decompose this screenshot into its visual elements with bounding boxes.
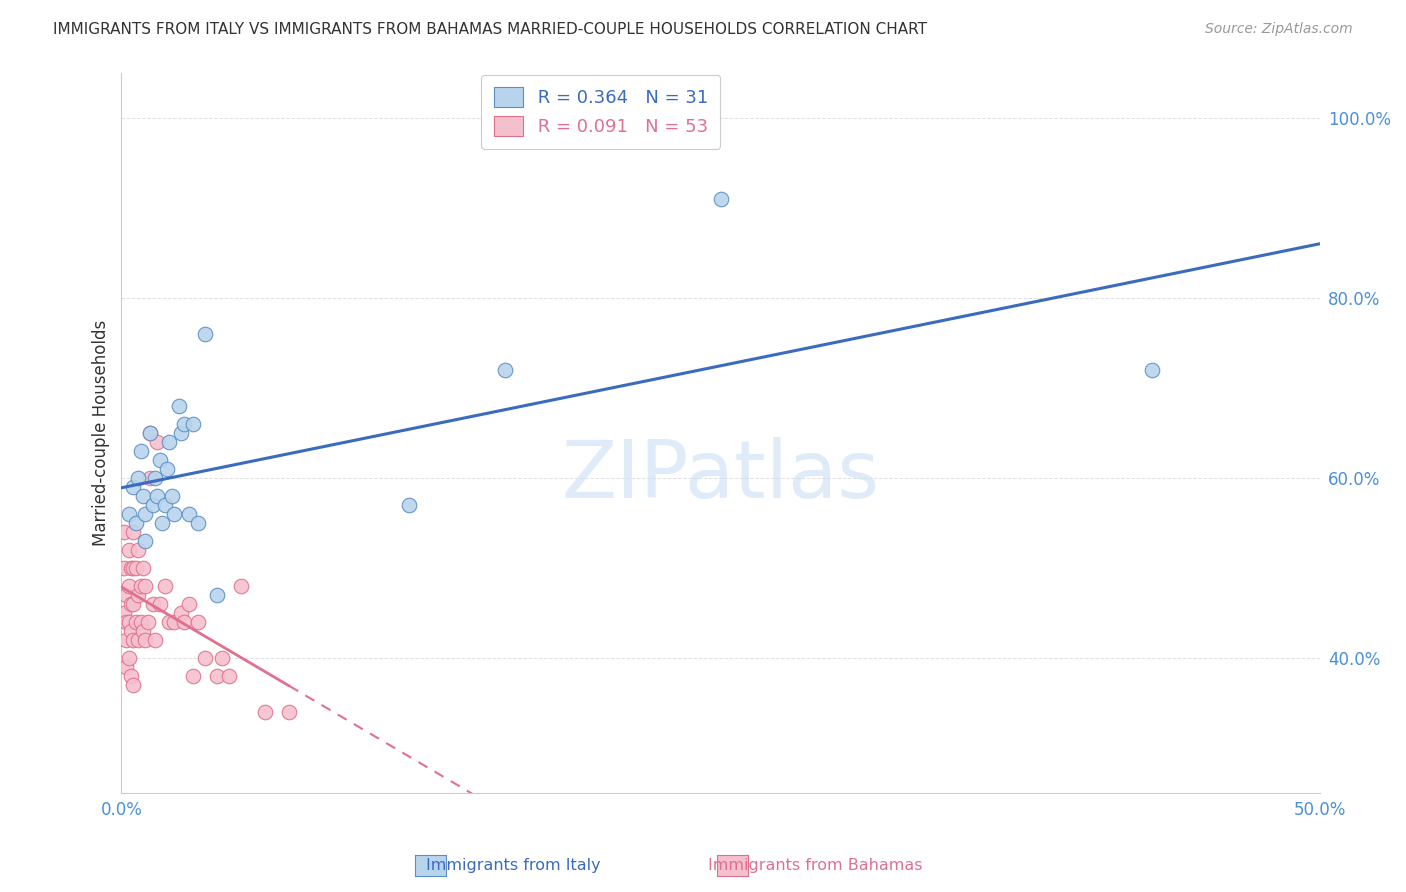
Point [112,561,135,575]
Point [149,452,172,467]
Point [127,542,149,557]
Point [127,471,149,485]
Point [139,471,162,485]
Point [398,498,420,512]
Point [254,705,277,719]
Point [120,624,142,638]
Point [117,507,139,521]
Y-axis label: Married-couple Households: Married-couple Households [93,319,110,546]
Point [139,425,162,440]
Point [167,399,190,413]
Point [127,588,149,602]
Point [120,597,142,611]
Point [129,615,152,629]
Text: Immigrants from Italy: Immigrants from Italy [426,858,600,872]
Point [153,498,176,512]
Point [177,507,200,521]
Point [146,434,169,449]
Point [218,669,240,683]
Point [170,606,193,620]
Point [150,516,173,530]
Point [129,579,152,593]
Point [142,597,165,611]
Point [156,462,179,476]
Point [112,606,135,620]
Point [142,498,165,512]
Point [132,624,155,638]
Point [139,425,162,440]
Point [278,705,301,719]
Point [207,669,229,683]
Point [160,489,183,503]
Point [163,507,186,521]
Point [194,326,217,341]
Point [177,597,200,611]
Point [173,615,195,629]
Point [115,632,138,647]
Point [157,615,180,629]
Point [170,425,193,440]
Point [117,650,139,665]
Point [183,417,205,431]
Point [173,417,195,431]
Point [115,615,138,629]
Point [122,524,145,539]
Point [153,579,176,593]
Point [117,542,139,557]
Legend:  R = 0.364   N = 31,  R = 0.091   N = 53: R = 0.364 N = 31, R = 0.091 N = 53 [481,75,720,149]
Point [163,615,186,629]
Point [143,471,166,485]
Text: Source: ZipAtlas.com: Source: ZipAtlas.com [1205,22,1353,37]
Point [709,192,731,206]
Point [134,533,156,548]
Point [494,363,516,377]
Point [231,579,253,593]
Point [134,632,156,647]
Point [211,650,233,665]
Point [132,489,155,503]
Point [122,632,145,647]
Point [183,669,205,683]
Point [120,669,142,683]
Point [117,579,139,593]
Point [125,516,148,530]
Point [134,507,156,521]
Point [120,561,142,575]
Point [132,561,155,575]
Point [134,579,156,593]
Point [187,516,209,530]
Point [125,561,148,575]
Point [146,489,169,503]
Point [127,632,149,647]
Point [112,524,135,539]
Point [194,650,217,665]
Point [115,588,138,602]
Point [122,480,145,494]
Point [125,615,148,629]
Point [115,659,138,673]
Point [122,678,145,692]
Point [207,588,229,602]
Point [143,632,166,647]
Point [122,597,145,611]
Point [149,597,172,611]
Point [129,443,152,458]
Point [136,615,159,629]
Text: Immigrants from Bahamas: Immigrants from Bahamas [709,858,922,872]
Point [117,615,139,629]
Point [1140,363,1163,377]
Point [122,561,145,575]
Text: ZIPatlas: ZIPatlas [561,437,880,515]
Point [187,615,209,629]
Point [157,434,180,449]
Text: IMMIGRANTS FROM ITALY VS IMMIGRANTS FROM BAHAMAS MARRIED-COUPLE HOUSEHOLDS CORRE: IMMIGRANTS FROM ITALY VS IMMIGRANTS FROM… [53,22,928,37]
